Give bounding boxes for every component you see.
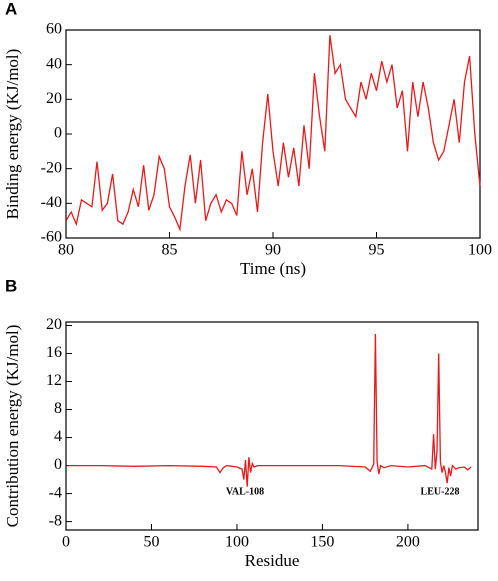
y-tick-label: 0 xyxy=(54,456,62,473)
y-tick-label: -8 xyxy=(49,512,62,529)
y-tick-label: 20 xyxy=(46,90,62,107)
y-tick-label: -4 xyxy=(49,484,62,501)
y-tick-label: 60 xyxy=(46,21,62,38)
panel-label: B xyxy=(5,276,17,295)
annotation: LEU-228 xyxy=(421,486,460,497)
y-tick-label: 16 xyxy=(46,344,62,361)
x-tick-label: 150 xyxy=(310,534,334,551)
y-axis-label: Binding energy (KJ/mol) xyxy=(3,49,22,220)
data-line xyxy=(65,35,481,232)
x-tick-label: 50 xyxy=(143,534,159,551)
y-tick-label: -60 xyxy=(41,229,62,246)
x-tick-label: 200 xyxy=(396,534,420,551)
x-axis-label: Residue xyxy=(245,551,300,570)
annotation: VAL-108 xyxy=(226,486,264,497)
panel-label: A xyxy=(5,0,17,18)
y-tick-label: 20 xyxy=(46,316,62,333)
x-axis-label: Time (ns) xyxy=(240,259,306,278)
plot-frame xyxy=(65,321,479,531)
y-tick-label: 4 xyxy=(54,428,62,445)
y-tick-label: -20 xyxy=(41,159,62,176)
x-tick-label: 95 xyxy=(369,242,385,259)
x-tick-label: 100 xyxy=(468,242,492,259)
y-tick-label: 8 xyxy=(54,400,62,417)
x-tick-label: 100 xyxy=(225,534,249,551)
plot-frame xyxy=(65,29,481,239)
x-tick-label: 85 xyxy=(162,242,178,259)
y-axis-label: Contribution energy (KJ/mol) xyxy=(3,325,22,528)
y-tick-label: 0 xyxy=(54,125,62,142)
y-tick-label: 12 xyxy=(46,372,62,389)
x-tick-label: 0 xyxy=(62,534,70,551)
x-tick-label: 80 xyxy=(58,242,74,259)
y-tick-label: 40 xyxy=(46,55,62,72)
x-tick-label: 90 xyxy=(265,242,281,259)
data-line xyxy=(67,333,472,487)
y-tick-label: -40 xyxy=(41,194,62,211)
